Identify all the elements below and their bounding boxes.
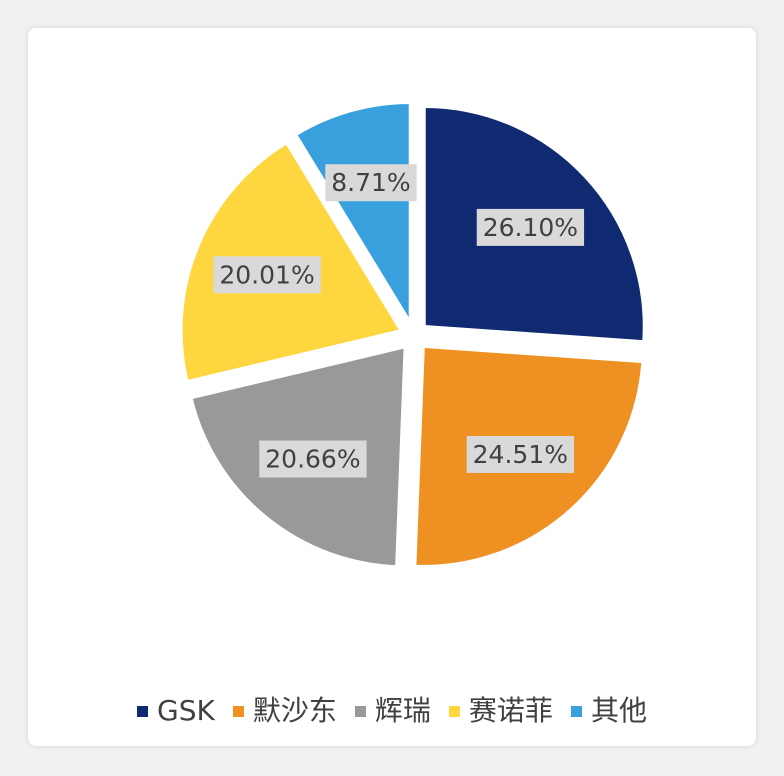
- slice-1-label: 26.10%: [476, 208, 585, 246]
- slice-2-label-box: [466, 435, 574, 473]
- pie-chart: 26.10% 24.51% 20.66% 20.01% 8.71%: [179, 101, 646, 569]
- slice-3-label-box: [259, 440, 367, 478]
- slice-2-label: 24.51%: [466, 435, 574, 473]
- legend-item-4: 赛诺菲: [448, 694, 553, 728]
- slice-1-label-text: 26.10%: [483, 213, 578, 242]
- legend-label: 其他: [590, 694, 647, 727]
- legend-item-5: 其他: [570, 694, 647, 728]
- legend-swatch: [354, 705, 366, 717]
- chart-card: 26.10% 24.51% 20.66% 20.01% 8.71% GSK 默沙东 辉瑞 赛诺…: [28, 28, 756, 746]
- chart-legend: GSK 默沙东 辉瑞 赛诺菲 其他: [28, 694, 756, 728]
- slice-3-label: 20.66%: [259, 440, 367, 478]
- legend-item-1: GSK: [137, 694, 215, 728]
- slice-5-label: 8.71%: [325, 164, 417, 202]
- legend-label: 辉瑞: [374, 694, 431, 727]
- legend-label: GSK: [157, 694, 215, 727]
- slice-5: [293, 101, 412, 328]
- slice-4-label: 20.01%: [213, 256, 321, 294]
- slice-5-label-text: 8.71%: [331, 168, 410, 197]
- legend-swatch: [448, 705, 460, 717]
- slice-4-label-box: [213, 256, 321, 294]
- legend-swatch: [137, 705, 149, 717]
- legend-label: 默沙东: [252, 694, 337, 727]
- slice-2-label-text: 24.51%: [473, 440, 568, 469]
- legend-swatch: [570, 705, 582, 717]
- slice-1-label-box: [476, 208, 585, 246]
- legend-swatch: [232, 705, 244, 717]
- legend-item-2: 默沙东: [232, 694, 337, 728]
- legend-label: 赛诺菲: [468, 694, 553, 727]
- slice-3-label-text: 20.66%: [265, 445, 360, 474]
- slice-4-label-text: 20.01%: [219, 260, 314, 289]
- slice-5-label-box: [325, 164, 417, 202]
- legend-item-3: 辉瑞: [354, 694, 431, 728]
